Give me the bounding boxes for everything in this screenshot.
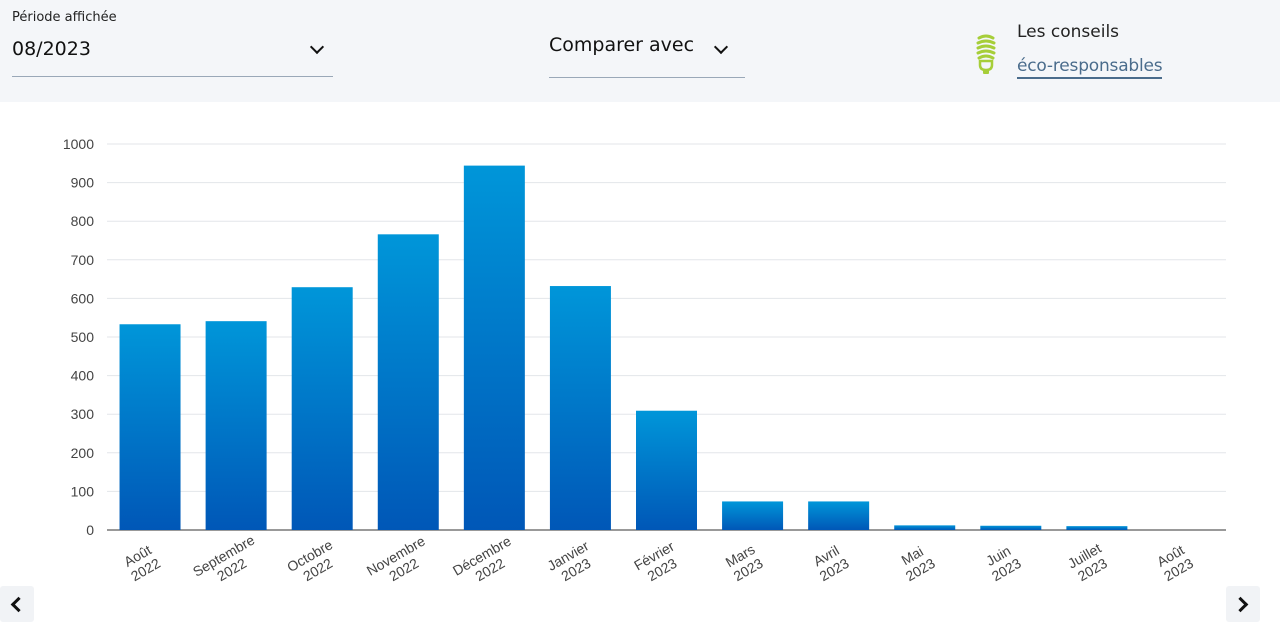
- eco-tips-link[interactable]: éco-responsables: [1017, 56, 1163, 79]
- chevron-down-icon: [713, 39, 729, 55]
- chevron-left-icon: [10, 596, 27, 613]
- bar[interactable]: [894, 525, 956, 530]
- y-tick-label: 100: [71, 483, 95, 499]
- bar[interactable]: [980, 525, 1042, 530]
- bar[interactable]: [463, 165, 525, 530]
- y-tick-label: 1000: [63, 136, 94, 152]
- compare-select[interactable]: Comparer avec: [549, 30, 745, 78]
- x-tick-label: Février2023: [631, 538, 685, 586]
- period-select[interactable]: 08/2023: [12, 36, 333, 77]
- x-tick-label: Novembre2022: [364, 532, 436, 586]
- previous-button[interactable]: [0, 586, 34, 622]
- x-tick-label: Avril2023: [809, 541, 852, 584]
- y-tick-label: 300: [71, 406, 95, 422]
- bar[interactable]: [377, 234, 439, 530]
- bar[interactable]: [205, 321, 267, 530]
- y-tick-label: 0: [86, 522, 94, 538]
- y-tick-label: 800: [71, 213, 95, 229]
- lightbulb-icon: [976, 34, 996, 74]
- filter-bar: Période affichée 08/2023 Comparer avec L…: [0, 0, 1280, 102]
- chevron-right-icon: [1232, 596, 1249, 613]
- period-label: Période affichée: [12, 10, 117, 25]
- x-tick-label: Juillet2023: [1065, 540, 1112, 586]
- bar[interactable]: [722, 501, 784, 530]
- compare-label: Comparer avec: [549, 34, 695, 56]
- consumption-chart: 0 100 200 300 400 500 600 700 800 900 1000 Août2022…: [63, 136, 1226, 586]
- x-tick-label: Août2023: [1153, 541, 1196, 584]
- y-tick-label: 600: [71, 290, 95, 306]
- x-tick-label: Mars2023: [723, 541, 766, 584]
- y-tick-label: 200: [71, 445, 95, 461]
- bar[interactable]: [549, 286, 611, 530]
- y-tick-label: 500: [71, 329, 95, 345]
- bar[interactable]: [636, 410, 697, 530]
- eco-tips-title: Les conseils: [1017, 22, 1120, 42]
- x-tick-label: Juin2023: [981, 541, 1024, 584]
- chevron-down-icon: [309, 39, 325, 55]
- bar[interactable]: [808, 501, 870, 530]
- y-tick-label: 400: [71, 368, 95, 384]
- y-tick-label: 900: [71, 175, 95, 191]
- x-tick-label: Août2022: [120, 541, 163, 584]
- x-tick-label: Mai2023: [895, 541, 938, 584]
- bar[interactable]: [1066, 526, 1128, 530]
- x-tick-label: Janvier2023: [544, 537, 599, 586]
- bar[interactable]: [291, 287, 353, 530]
- x-tick-label: Septembre2022: [190, 532, 265, 586]
- next-button[interactable]: [1226, 586, 1260, 622]
- period-value: 08/2023: [12, 38, 91, 60]
- y-tick-label: 700: [71, 252, 95, 268]
- x-tick-label: Octobre2022: [284, 536, 343, 586]
- x-tick-label: Décembre2022: [450, 532, 522, 586]
- bar[interactable]: [119, 324, 181, 530]
